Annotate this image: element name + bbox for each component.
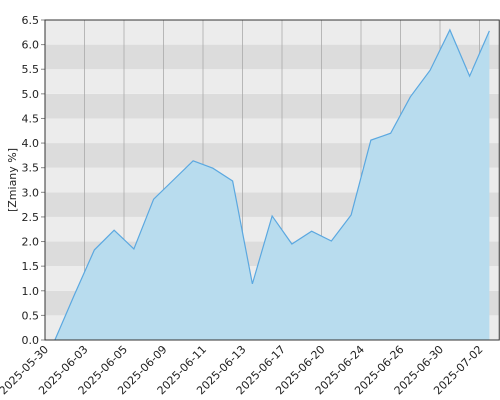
- y-tick-label: 1.5: [22, 260, 40, 273]
- y-tick-label: 0.0: [22, 334, 40, 347]
- y-tick-label: 1.0: [22, 285, 40, 298]
- line: [54, 28, 490, 341]
- y-tick-label: 6.0: [22, 39, 40, 52]
- y-tick-label: 2.5: [22, 211, 40, 224]
- y-tick-label: 2.0: [22, 236, 40, 249]
- y-tick-label: 5.5: [22, 63, 40, 76]
- y-tick-label: 4.0: [22, 137, 40, 150]
- y-tick-label: 3.5: [22, 162, 40, 175]
- y-tick-label: 5.0: [22, 88, 40, 101]
- y-tick-label: 3.0: [22, 186, 40, 199]
- band: [45, 44, 500, 70]
- y-tick-label: 0.5: [22, 309, 40, 322]
- y-tick-label: 4.5: [22, 112, 40, 125]
- y-axis-label: [Zmiany %]: [6, 148, 19, 212]
- band: [45, 20, 500, 45]
- y-tick-label: 6.5: [22, 14, 40, 27]
- plot-frame: [44, 19, 500, 341]
- area: [54, 29, 490, 340]
